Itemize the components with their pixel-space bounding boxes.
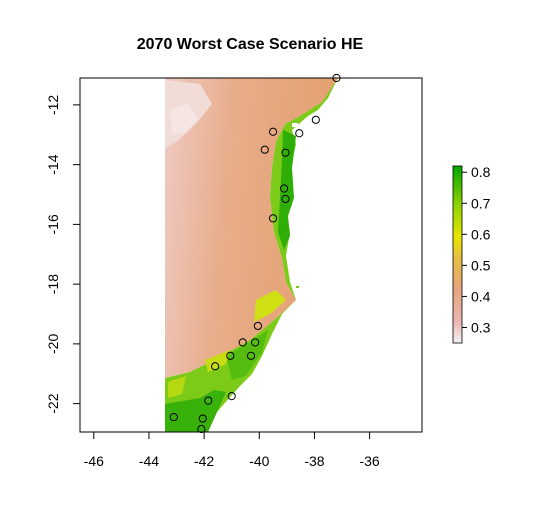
x-tick-label: -36 (359, 453, 379, 469)
x-tick-label: -44 (139, 453, 159, 469)
y-tick-label: -16 (45, 214, 61, 234)
occurrence-point (312, 116, 319, 123)
y-tick-label: -14 (45, 154, 61, 174)
occurrence-point (296, 130, 303, 137)
colorbar-tick-label: 0.8 (471, 164, 491, 180)
colorbar-tick-label: 0.3 (471, 319, 491, 335)
colorbar-tick-label: 0.5 (471, 257, 491, 273)
colorbar-gradient (453, 166, 462, 343)
colorbar-tick-label: 0.7 (471, 195, 491, 211)
x-axis: -46 -44 -42 -40 -38 -36 (84, 432, 380, 469)
y-tick-label: -12 (45, 95, 61, 115)
colorbar-tick-label: 0.4 (471, 288, 491, 304)
ocean-gap (296, 286, 299, 288)
y-tick-label: -20 (45, 334, 61, 354)
suitability-map (165, 78, 338, 432)
colorbar: 0.3 0.4 0.5 0.6 0.7 0.8 (453, 164, 491, 343)
y-tick-label: -22 (45, 393, 61, 413)
x-tick-label: -38 (304, 453, 324, 469)
chart-title: 2070 Worst Case Scenario HE (137, 36, 364, 53)
x-tick-label: -46 (84, 453, 104, 469)
y-tick-label: -18 (45, 274, 61, 294)
ocean-gap (292, 123, 298, 127)
colorbar-tick-label: 0.6 (471, 226, 491, 242)
y-axis: -12 -14 -16 -18 -20 -22 (45, 95, 80, 414)
x-tick-label: -42 (194, 453, 214, 469)
x-tick-label: -40 (249, 453, 269, 469)
